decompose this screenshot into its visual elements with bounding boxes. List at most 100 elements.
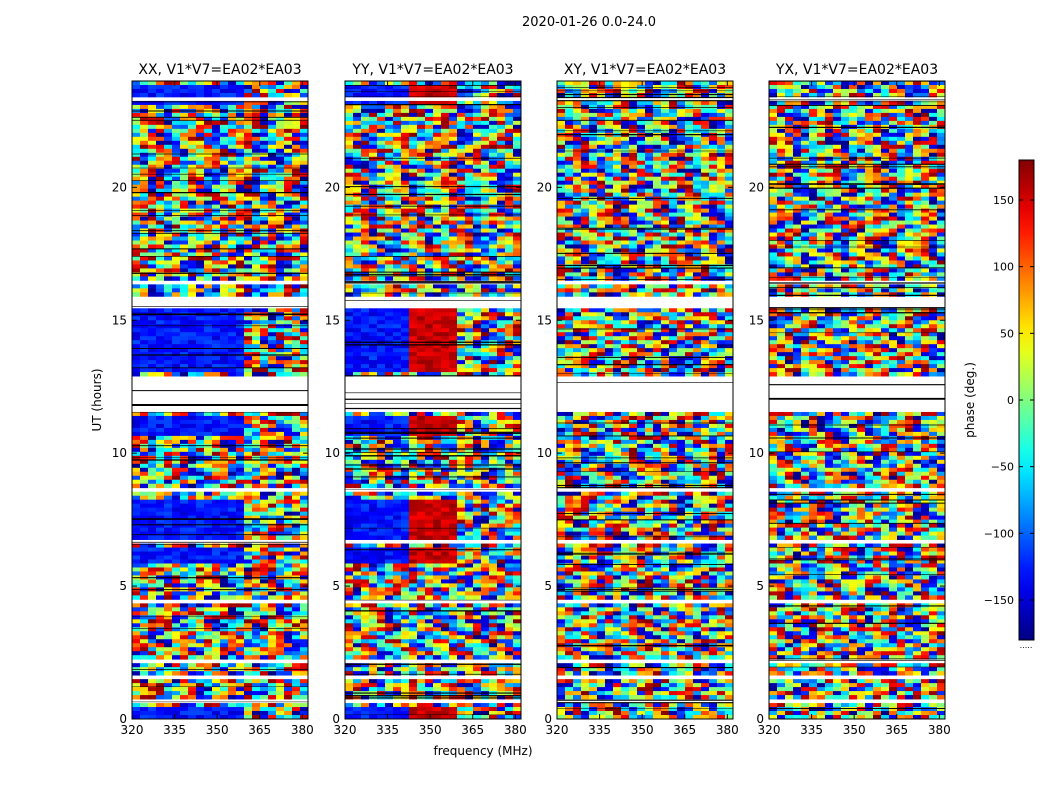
heatmap-cell xyxy=(393,328,402,333)
heatmap-cell xyxy=(433,427,442,433)
heatmap-cell xyxy=(220,112,229,118)
heatmap-cell xyxy=(204,527,213,532)
heatmap-cell xyxy=(140,467,149,473)
heatmap-cell xyxy=(164,663,173,668)
heatmap-cell xyxy=(393,336,402,341)
heatmap-cell xyxy=(292,128,301,134)
heatmap-cell xyxy=(441,364,450,369)
heatmap-cell xyxy=(164,463,173,469)
heatmap-cell xyxy=(172,188,181,194)
heatmap-cell xyxy=(180,523,189,528)
heatmap-cell xyxy=(212,316,221,321)
heatmap-cell xyxy=(212,595,221,600)
heatmap-cell xyxy=(300,455,309,461)
y-tick-label: 5 xyxy=(119,579,127,593)
heatmap-cell xyxy=(228,364,237,369)
heatmap-cell xyxy=(505,216,514,221)
heatmap-cell xyxy=(393,248,402,253)
heatmap-cell xyxy=(276,364,285,369)
heatmap-cell xyxy=(188,188,197,194)
heatmap-cell xyxy=(252,419,261,425)
heatmap-cell xyxy=(425,467,434,473)
heatmap-cell xyxy=(220,491,229,497)
heatmap-cell xyxy=(417,144,426,150)
heatmap-cell xyxy=(276,184,285,190)
heatmap-cell xyxy=(433,112,442,118)
heatmap-cell xyxy=(236,459,245,465)
heatmap-cell xyxy=(513,148,522,154)
heatmap-cell xyxy=(369,256,378,261)
heatmap-cell xyxy=(212,284,221,289)
heatmap-cell xyxy=(196,180,205,186)
heatmap-cell xyxy=(252,483,261,489)
heatmap-cell xyxy=(236,356,245,361)
heatmap-cell xyxy=(489,168,498,174)
heatmap-cell xyxy=(204,248,213,253)
heatmap-cell xyxy=(473,260,482,265)
heatmap-cell xyxy=(132,356,141,361)
heatmap-cell xyxy=(212,619,221,624)
heatmap-cell xyxy=(132,463,141,469)
heatmap-cell xyxy=(401,324,410,329)
heatmap-cell xyxy=(481,204,490,209)
heatmap-cell xyxy=(156,523,165,528)
heatmap-cell xyxy=(300,84,309,90)
heatmap-cell xyxy=(409,332,418,337)
heatmap-cell xyxy=(284,655,293,660)
heatmap-cell xyxy=(172,224,181,229)
heatmap-cell xyxy=(377,216,386,221)
heatmap-cell xyxy=(132,475,141,481)
heatmap-cell xyxy=(132,627,141,632)
heatmap-cell xyxy=(377,316,386,321)
heatmap-cell xyxy=(513,144,522,150)
heatmap-cell xyxy=(473,224,482,229)
heatmap-cell xyxy=(252,703,261,708)
heatmap-cell xyxy=(353,348,362,353)
heatmap-cell xyxy=(481,236,490,241)
heatmap-cell xyxy=(132,623,141,628)
heatmap-cell xyxy=(361,284,370,289)
panel-title: XX, V1*V7=EA02*EA03 xyxy=(138,62,301,78)
heatmap-cell xyxy=(409,81,418,86)
heatmap-cell xyxy=(284,112,293,118)
heatmap-cell xyxy=(377,224,386,229)
heatmap-cell xyxy=(292,196,301,202)
heatmap-cell xyxy=(369,92,378,98)
heatmap-cell xyxy=(292,248,301,253)
heatmap-cell xyxy=(345,316,354,321)
heatmap-cell xyxy=(276,276,285,281)
heatmap-cell xyxy=(148,579,157,584)
heatmap-cell xyxy=(292,427,301,433)
heatmap-cell xyxy=(196,248,205,253)
heatmap-cell xyxy=(220,459,229,465)
heatmap-cell xyxy=(441,140,450,146)
heatmap-cell xyxy=(140,144,149,150)
heatmap-cell xyxy=(164,352,173,357)
heatmap-cell xyxy=(401,236,410,241)
heatmap-cell xyxy=(268,471,277,477)
heatmap-cell xyxy=(497,172,506,178)
heatmap-cell xyxy=(204,224,213,229)
heatmap-cell xyxy=(292,571,301,576)
heatmap-cell xyxy=(172,252,181,257)
heatmap-cell xyxy=(284,164,293,170)
heatmap-cell xyxy=(156,364,165,369)
heatmap-cell xyxy=(268,88,277,94)
heatmap-cell xyxy=(244,292,253,297)
heatmap-cell xyxy=(276,352,285,357)
heatmap-cell xyxy=(449,152,458,158)
heatmap-cell xyxy=(353,81,362,86)
heatmap-cell xyxy=(180,104,189,110)
heatmap-cell xyxy=(236,711,245,716)
heatmap-cell xyxy=(292,583,301,588)
heatmap-cell xyxy=(164,128,173,134)
heatmap-cell xyxy=(236,340,245,345)
heatmap-cell xyxy=(409,236,418,241)
heatmap-cell xyxy=(220,411,229,417)
heatmap-cell xyxy=(489,120,498,126)
heatmap-cell xyxy=(268,272,277,277)
heatmap-cell xyxy=(260,439,269,445)
heatmap-cell xyxy=(481,443,490,449)
heatmap-cell xyxy=(132,671,141,676)
heatmap-cell xyxy=(401,372,410,377)
